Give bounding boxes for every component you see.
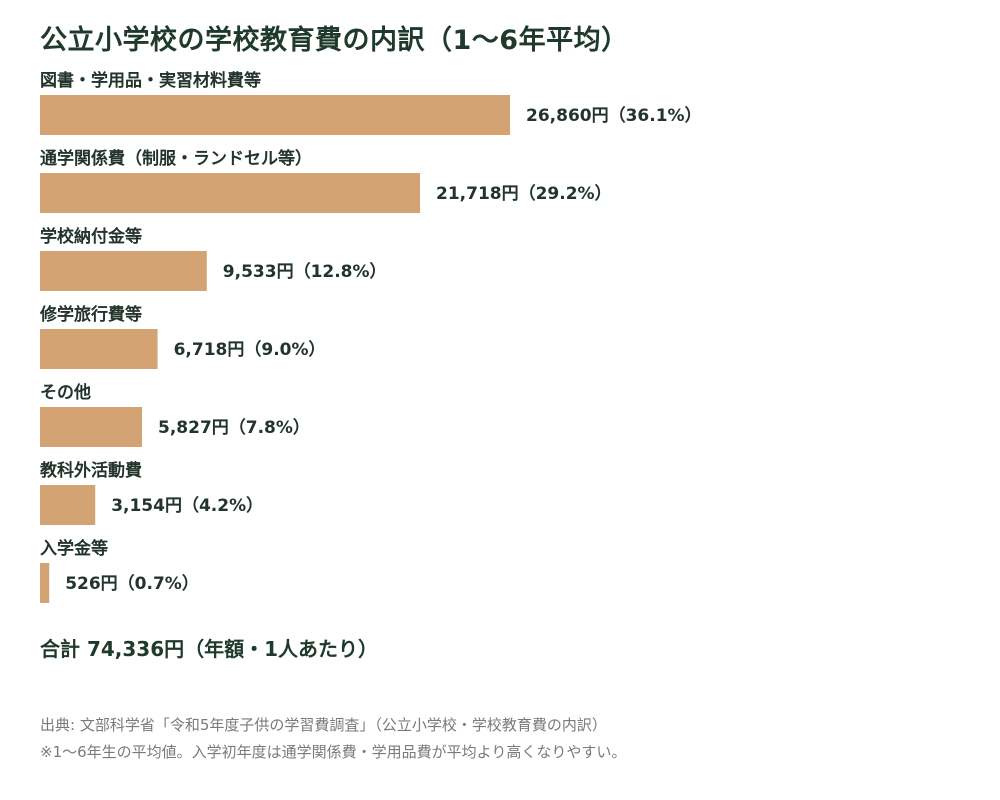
- value-label: 9,533円（12.8%）: [223, 261, 387, 282]
- bar: [40, 251, 207, 291]
- category-label: 図書・学用品・実習材料費等: [40, 70, 261, 91]
- value-label: 526円（0.7%）: [65, 573, 199, 594]
- category-label: 修学旅行費等: [39, 304, 142, 325]
- value-label: 3,154円（4.2%）: [111, 495, 263, 516]
- bar: [40, 407, 142, 447]
- bar-chart: 図書・学用品・実習材料費等 26,860円（36.1%） 通学関係費（制服・ランドセ…: [39, 70, 702, 603]
- value-label: 26,860円（36.1%）: [526, 105, 702, 126]
- value-label: 6,718円（9.0%）: [174, 339, 326, 360]
- category-label: 入学金等: [40, 538, 108, 559]
- bar: [40, 329, 158, 369]
- bar: [40, 95, 510, 135]
- source-note: 出典: 文部科学省「令和5年度子供の学習費調査」（公立小学校・学校教育費の内訳）: [40, 716, 607, 734]
- category-label: 通学関係費（制服・ランドセル等）: [40, 148, 312, 169]
- category-label: 学校納付金等: [40, 226, 142, 247]
- footnote: ※1〜6年生の平均値。入学初年度は通学関係費・学用品費が平均より高くなりやすい。: [40, 743, 627, 761]
- bar: [40, 563, 50, 603]
- source-notes: 出典: 文部科学省「令和5年度子供の学習費調査」（公立小学校・学校教育費の内訳）…: [40, 712, 626, 766]
- category-label: 教科外活動費: [39, 460, 142, 481]
- value-label: 5,827円（7.8%）: [158, 417, 310, 438]
- bar: [40, 173, 420, 213]
- bar: [40, 485, 96, 525]
- category-label: その他: [40, 382, 91, 403]
- value-label: 21,718円（29.2%）: [436, 183, 612, 204]
- chart-title: 公立小学校の学校教育費の内訳（1〜6年平均）: [40, 25, 629, 56]
- total-summary: 合計 74,336円（年額・1人あたり）: [40, 637, 379, 661]
